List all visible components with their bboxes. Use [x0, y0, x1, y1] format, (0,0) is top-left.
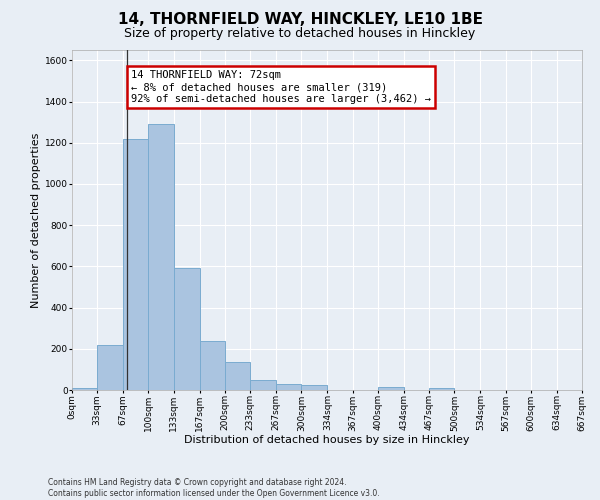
Bar	[225, 362, 250, 390]
Y-axis label: Number of detached properties: Number of detached properties	[31, 132, 41, 308]
Bar	[301, 385, 328, 390]
Text: Contains HM Land Registry data © Crown copyright and database right 2024.
Contai: Contains HM Land Registry data © Crown c…	[48, 478, 380, 498]
Bar	[378, 387, 404, 390]
Bar	[250, 380, 276, 390]
Bar	[97, 344, 123, 390]
Text: 14 THORNFIELD WAY: 72sqm
← 8% of detached houses are smaller (319)
92% of semi-d: 14 THORNFIELD WAY: 72sqm ← 8% of detache…	[131, 70, 431, 104]
Bar	[148, 124, 173, 390]
X-axis label: Distribution of detached houses by size in Hinckley: Distribution of detached houses by size …	[184, 434, 470, 444]
Bar	[173, 268, 200, 390]
Bar	[72, 388, 97, 390]
Text: Size of property relative to detached houses in Hinckley: Size of property relative to detached ho…	[124, 28, 476, 40]
Bar	[123, 138, 148, 390]
Text: 14, THORNFIELD WAY, HINCKLEY, LE10 1BE: 14, THORNFIELD WAY, HINCKLEY, LE10 1BE	[118, 12, 482, 28]
Bar	[429, 388, 454, 390]
Bar	[276, 384, 301, 390]
Bar	[200, 340, 225, 390]
